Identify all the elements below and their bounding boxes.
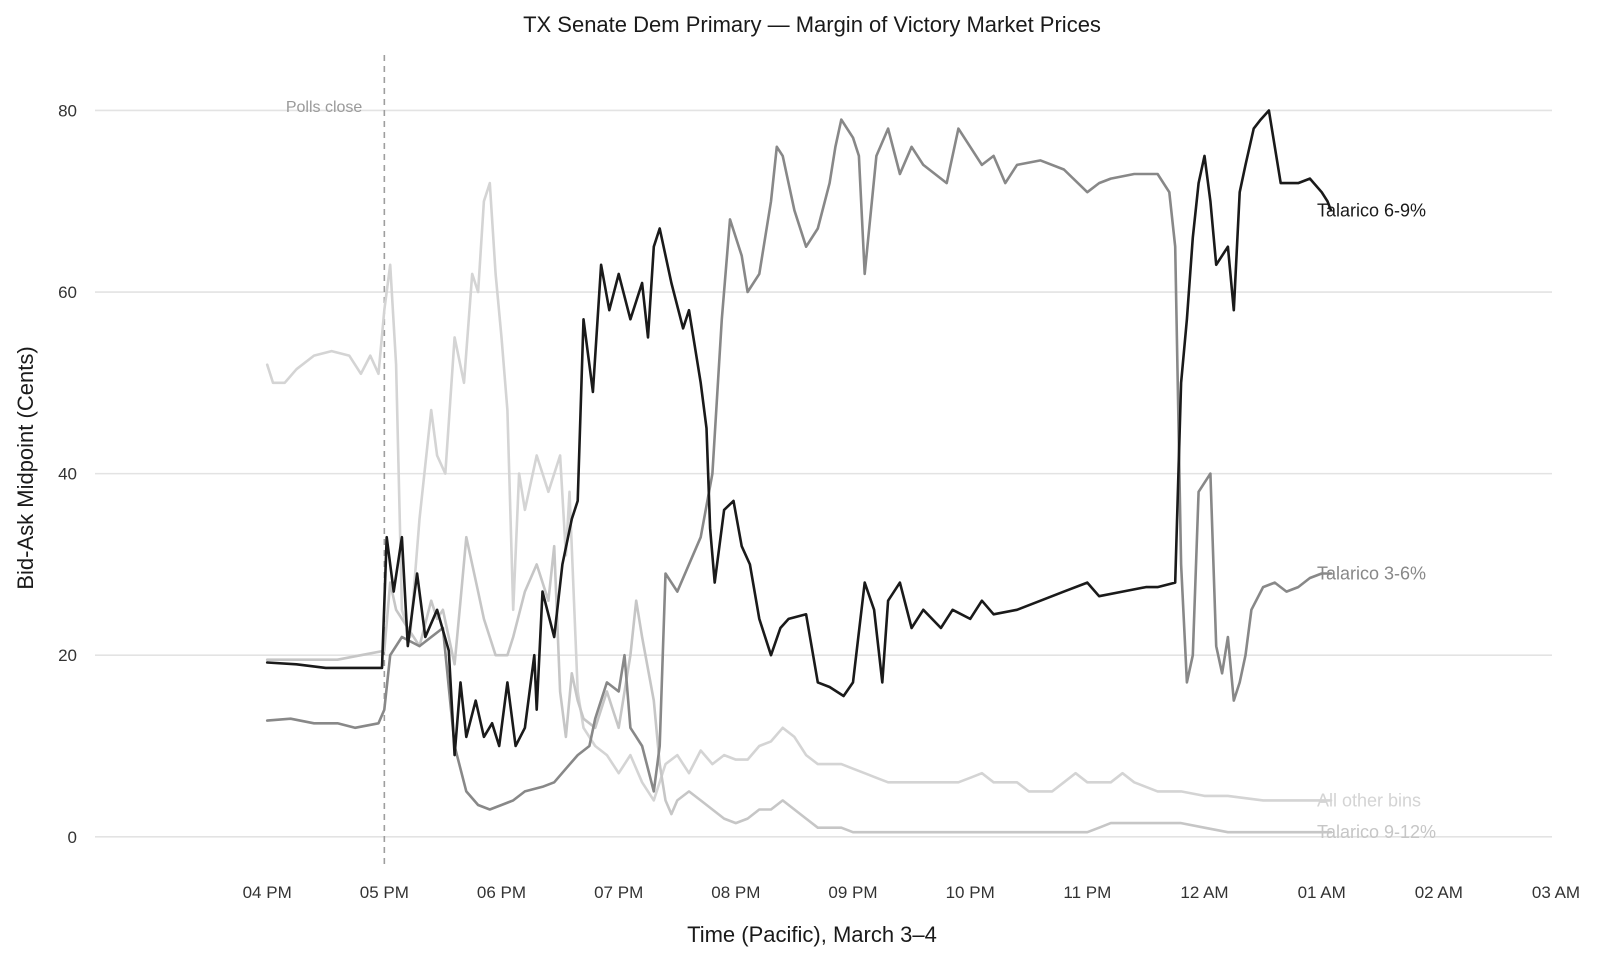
series-lines [265,109,1333,834]
x-tick-label: 03 AM [1532,883,1580,902]
series-line-all-other-bins [265,181,1333,802]
y-tick-label: 80 [58,101,77,120]
chart-title: TX Senate Dem Primary — Margin of Victor… [523,12,1101,37]
series-label-talarico-3-6-: Talarico 3-6% [1317,563,1426,583]
y-tick-label: 0 [68,828,77,847]
polls-close-label: Polls close [286,99,363,116]
series-line-talarico-3-6- [265,118,1333,811]
y-tick-label: 20 [58,646,77,665]
annotations: Polls close [286,55,386,864]
series-line-talarico-9-12- [265,535,1333,834]
x-tick-label: 10 PM [946,883,995,902]
y-axis-ticks: 0 20 40 60 80 [58,101,77,846]
x-axis-ticks: 04 PM 05 PM 06 PM 07 PM 08 PM 09 PM 10 PM 11 PM… [243,883,1581,902]
series-label-talarico-6-9-: Talarico 6-9% [1317,200,1426,220]
y-tick-label: 60 [58,283,77,302]
series-label-talarico-9-12-: Talarico 9-12% [1317,822,1436,842]
x-tick-label: 12 AM [1180,883,1228,902]
gridlines [95,109,1552,838]
series-label-all-other-bins: All other bins [1317,790,1421,810]
x-axis-title: Time (Pacific), March 3–4 [687,922,937,947]
y-tick-label: 40 [58,465,77,484]
x-tick-label: 01 AM [1298,883,1346,902]
x-tick-label: 11 PM [1063,883,1111,902]
x-tick-label: 06 PM [477,883,526,902]
series-end-labels: Talarico 6-9% Talarico 3-6% All other bins… [1317,200,1436,842]
y-axis-title: Bid-Ask Midpoint (Cents) [13,346,38,589]
series-line-talarico-6-9- [265,109,1333,757]
x-tick-label: 02 AM [1415,883,1463,902]
x-tick-label: 09 PM [828,883,877,902]
x-tick-label: 07 PM [594,883,643,902]
x-tick-label: 04 PM [243,883,292,902]
x-tick-label: 05 PM [360,883,409,902]
x-tick-label: 08 PM [711,883,760,902]
